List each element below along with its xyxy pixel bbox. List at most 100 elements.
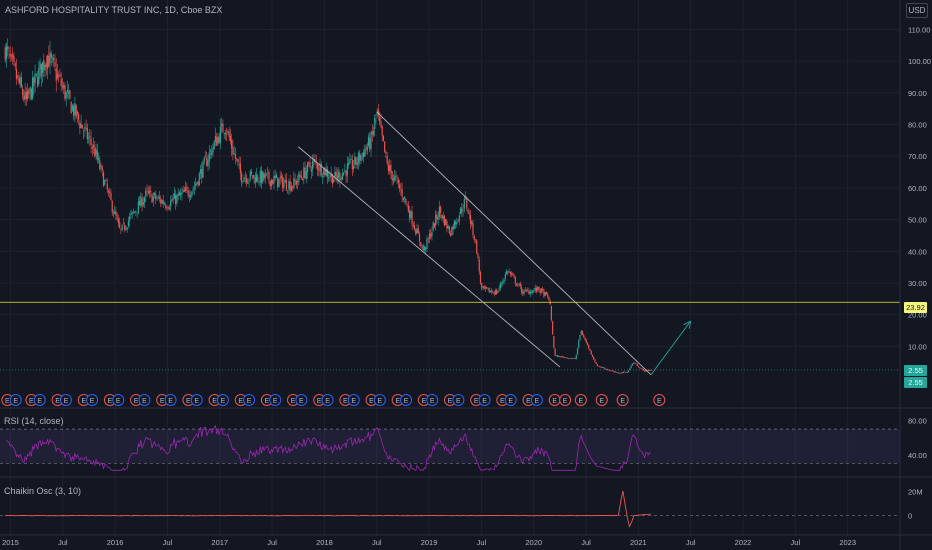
- candle-body: [650, 370, 652, 371]
- candle-body: [257, 176, 259, 182]
- earnings-marker[interactable]: E: [373, 394, 386, 406]
- earnings-marker[interactable]: E: [347, 394, 360, 406]
- time-tick-label: Jul: [372, 538, 382, 547]
- candle-body: [71, 105, 74, 111]
- earnings-marker[interactable]: E: [452, 394, 465, 406]
- candle-body: [166, 207, 168, 209]
- earnings-marker[interactable]: E: [616, 394, 629, 406]
- candle-body: [263, 173, 265, 179]
- candle-body: [370, 132, 372, 150]
- candle-body: [107, 190, 110, 192]
- earnings-marker[interactable]: E: [530, 394, 543, 406]
- earnings-marker[interactable]: E: [426, 394, 439, 406]
- candle-body: [441, 214, 443, 219]
- candle-body: [29, 87, 31, 92]
- earnings-marker[interactable]: E: [504, 394, 517, 406]
- channel-upper-line[interactable]: [376, 111, 652, 376]
- earnings-marker[interactable]: E: [444, 394, 456, 406]
- candle-body: [188, 195, 190, 197]
- candle-body: [423, 246, 426, 251]
- candle-body: [306, 162, 309, 173]
- channel-lower-line[interactable]: [297, 146, 561, 368]
- earnings-marker[interactable]: E: [400, 394, 413, 406]
- earnings-marker[interactable]: E: [295, 394, 308, 406]
- time-tick-label: 2018: [316, 538, 333, 547]
- candle-body: [427, 238, 429, 239]
- rsi-pane-label[interactable]: RSI (14, close): [4, 416, 64, 426]
- earnings-marker[interactable]: E: [130, 394, 143, 406]
- candle-body: [192, 189, 194, 191]
- earnings-marker[interactable]: E: [548, 394, 561, 406]
- candle-body: [232, 147, 234, 155]
- earnings-marker-label: E: [168, 398, 173, 405]
- candle-body: [474, 239, 477, 240]
- candle-body: [473, 236, 475, 240]
- candle-body: [213, 141, 215, 149]
- candle-body: [135, 211, 137, 213]
- candle-body: [641, 368, 643, 370]
- candle-body: [193, 187, 195, 189]
- candle-body: [528, 290, 530, 294]
- candle-body: [321, 176, 324, 177]
- candle-body: [491, 290, 493, 292]
- earnings-marker-label: E: [482, 398, 487, 405]
- candle-body: [583, 335, 585, 338]
- candle-body: [590, 350, 592, 355]
- candle-body: [328, 177, 330, 179]
- candle-body: [223, 132, 225, 135]
- candle-body: [333, 179, 335, 183]
- candle-body: [19, 78, 21, 85]
- earnings-marker-label: E: [64, 398, 69, 405]
- earnings-marker[interactable]: E: [313, 394, 326, 406]
- candle-body: [229, 136, 232, 142]
- earnings-marker-label: E: [620, 398, 625, 405]
- candle-body: [260, 170, 263, 184]
- earnings-marker[interactable]: E: [269, 394, 282, 406]
- earnings-marker[interactable]: E: [321, 394, 334, 406]
- candle-body: [305, 171, 307, 179]
- candle-body: [150, 191, 152, 193]
- earnings-marker[interactable]: E: [138, 394, 151, 406]
- earnings-marker[interactable]: E: [243, 394, 256, 406]
- candle-body: [581, 331, 584, 335]
- earnings-marker[interactable]: E: [86, 394, 99, 406]
- candle-body: [269, 180, 271, 187]
- time-axis[interactable]: 2015 Jul 2016 Jul 2017 Jul 2018 Jul 2019 Jul 2020 J…: [2, 538, 856, 547]
- candle-body: [471, 221, 473, 225]
- earnings-marker[interactable]: E: [190, 394, 203, 406]
- earnings-marker[interactable]: E: [478, 394, 491, 406]
- earnings-marker[interactable]: E: [77, 394, 90, 406]
- earnings-marker[interactable]: E: [112, 394, 125, 406]
- candle-body: [466, 198, 468, 208]
- candle-body: [48, 55, 50, 67]
- projection-arrow[interactable]: [650, 320, 692, 376]
- candle-body: [609, 370, 611, 371]
- earnings-marker-label: E: [535, 398, 540, 405]
- chaikin-pane-label[interactable]: Chaikin Osc (3, 10): [4, 486, 82, 496]
- earnings-marker[interactable]: E: [595, 394, 608, 406]
- candle-body: [70, 101, 72, 114]
- earnings-marker[interactable]: E: [9, 394, 22, 406]
- earnings-marker[interactable]: E: [391, 394, 404, 406]
- earnings-marker[interactable]: E: [182, 394, 195, 406]
- earnings-marker[interactable]: E: [653, 394, 666, 406]
- price-axis[interactable]: 110.00 100.00 90.00 80.00 70.00 60.00 50.00 40.…: [908, 26, 931, 352]
- earnings-marker[interactable]: E: [216, 394, 229, 406]
- earnings-marker[interactable]: E: [156, 394, 169, 406]
- earnings-marker[interactable]: E: [574, 394, 587, 406]
- earnings-marker[interactable]: E: [59, 394, 72, 406]
- earnings-marker[interactable]: E: [33, 394, 46, 406]
- candle-body: [313, 159, 315, 162]
- candle-body: [119, 222, 121, 228]
- candle-body: [411, 211, 413, 225]
- candle-body: [237, 159, 239, 163]
- candle-body: [63, 84, 65, 89]
- candle-body: [231, 139, 233, 149]
- earnings-marker[interactable]: E: [164, 394, 177, 406]
- currency-button[interactable]: USD: [906, 3, 928, 18]
- earnings-marker[interactable]: E: [559, 394, 572, 406]
